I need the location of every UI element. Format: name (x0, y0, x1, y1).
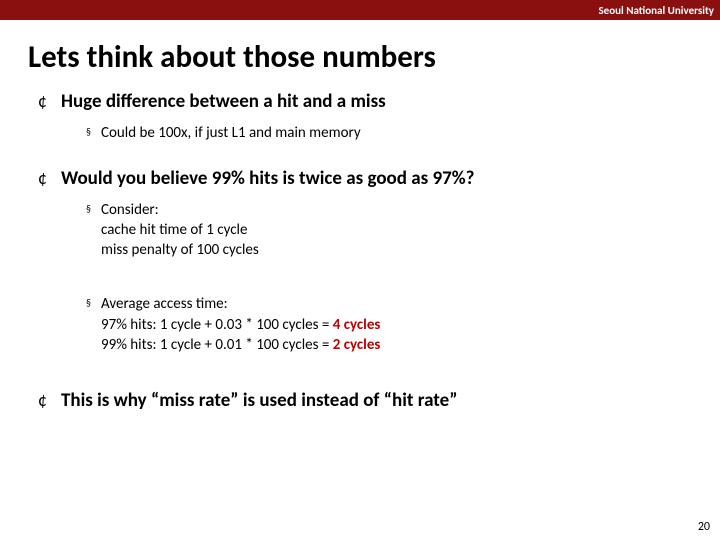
bullet-2-sub-2-text: Average access time: 97% hits: 1 cycle +… (101, 294, 380, 355)
highlight-4-cycles: 4 cycles (333, 316, 381, 334)
header-bar: Seoul National University (0, 0, 720, 20)
page-number: 20 (698, 520, 710, 534)
bullet-2-sub-1: § Consider: cache hit time of 1 cycle mi… (38, 200, 690, 261)
circle-bullet-icon: ¢ (38, 389, 47, 412)
circle-bullet-icon: ¢ (38, 90, 47, 113)
square-bullet-icon: § (86, 123, 91, 141)
square-bullet-icon: § (86, 294, 91, 312)
bullet-3: ¢ This is why “miss rate” is used instea… (38, 389, 690, 414)
header-org: Seoul National University (598, 4, 714, 17)
bullet-2-sub-1-text: Consider: cache hit time of 1 cycle miss… (101, 200, 259, 261)
square-bullet-icon: § (86, 200, 91, 218)
bullet-2-sub-2: § Average access time: 97% hits: 1 cycle… (38, 294, 690, 355)
bullet-1-sub-1-text: Could be 100x, if just L1 and main memor… (101, 123, 361, 143)
bullet-1: ¢ Huge difference between a hit and a mi… (38, 90, 690, 115)
circle-bullet-icon: ¢ (38, 167, 47, 190)
slide-title: Lets think about those numbers (0, 20, 720, 90)
bullet-2-text: Would you believe 99% hits is twice as g… (61, 167, 474, 192)
bullet-1-text: Huge difference between a hit and a miss (61, 90, 386, 115)
highlight-2-cycles: 2 cycles (333, 336, 381, 354)
slide-content: ¢ Huge difference between a hit and a mi… (0, 90, 720, 414)
bullet-2: ¢ Would you believe 99% hits is twice as… (38, 167, 690, 192)
bullet-1-sub-1: § Could be 100x, if just L1 and main mem… (38, 123, 690, 143)
bullet-3-text: This is why “miss rate” is used instead … (61, 389, 458, 414)
